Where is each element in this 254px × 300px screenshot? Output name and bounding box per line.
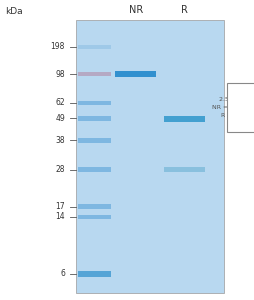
Bar — [163, 167, 204, 172]
Bar — [76, 156, 224, 163]
Text: NR: NR — [128, 5, 142, 15]
Bar — [76, 251, 224, 258]
Bar — [76, 272, 224, 279]
Bar — [76, 238, 224, 245]
FancyBboxPatch shape — [226, 82, 254, 132]
Bar — [76, 183, 224, 190]
Bar — [76, 218, 224, 224]
Text: 17: 17 — [55, 202, 65, 211]
Bar — [76, 211, 224, 218]
Bar — [76, 54, 224, 61]
Bar — [76, 279, 224, 286]
Bar — [78, 204, 110, 209]
Text: 38: 38 — [55, 136, 65, 145]
Bar — [76, 258, 224, 265]
Bar — [76, 197, 224, 204]
Bar — [78, 138, 110, 143]
Bar — [76, 88, 224, 94]
Bar — [76, 190, 224, 197]
Bar — [76, 129, 224, 136]
Bar — [76, 94, 224, 101]
Bar — [163, 116, 204, 122]
Bar — [115, 71, 156, 77]
Bar — [78, 167, 110, 172]
Text: 49: 49 — [55, 114, 65, 123]
Bar — [76, 265, 224, 272]
Bar — [76, 142, 224, 149]
Bar — [76, 33, 224, 40]
Bar — [76, 115, 224, 122]
Text: 198: 198 — [51, 42, 65, 51]
Bar — [76, 136, 224, 142]
Bar — [76, 40, 224, 47]
Bar — [76, 286, 224, 292]
Text: 2.5 μg loading
NR = Non-reduced
R = Reduced: 2.5 μg loading NR = Non-reduced R = Redu… — [211, 97, 254, 118]
Bar — [76, 122, 224, 129]
Text: 14: 14 — [55, 212, 65, 221]
Bar — [78, 100, 110, 105]
Bar — [76, 47, 224, 54]
Bar — [76, 74, 224, 81]
Bar — [78, 72, 110, 76]
Bar — [76, 149, 224, 156]
Bar — [76, 101, 224, 108]
Text: R: R — [180, 5, 187, 15]
Bar — [76, 67, 224, 74]
Bar — [78, 215, 110, 219]
Bar — [78, 271, 110, 277]
Bar — [76, 245, 224, 251]
Bar — [76, 231, 224, 238]
Bar — [76, 20, 224, 292]
Bar — [76, 26, 224, 33]
Bar — [76, 176, 224, 183]
Text: 62: 62 — [55, 98, 65, 107]
Text: 98: 98 — [55, 70, 65, 79]
Bar — [78, 45, 110, 49]
Bar — [76, 224, 224, 231]
Bar — [78, 116, 110, 121]
Text: 28: 28 — [55, 165, 65, 174]
Bar — [78, 72, 110, 76]
Bar — [76, 163, 224, 169]
Text: 6: 6 — [60, 269, 65, 278]
Bar — [76, 81, 224, 88]
Bar — [76, 170, 224, 176]
Bar — [76, 20, 224, 26]
Text: kDa: kDa — [5, 8, 23, 16]
Bar — [76, 60, 224, 67]
Bar — [76, 108, 224, 115]
Bar — [76, 204, 224, 211]
